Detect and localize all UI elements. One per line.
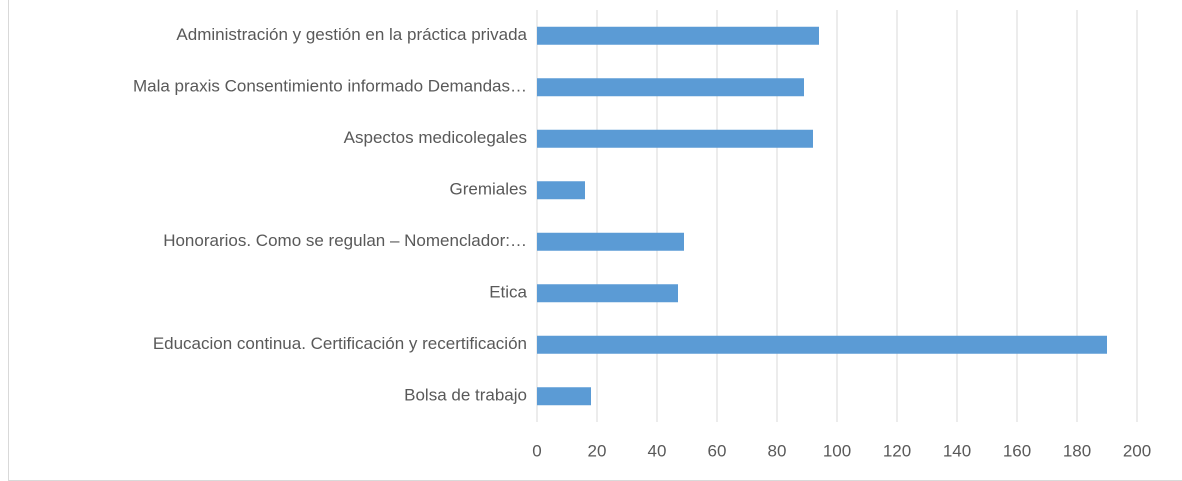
x-tick-label: 40	[648, 441, 667, 460]
x-tick-label: 0	[532, 441, 541, 460]
x-tick-label: 140	[943, 441, 971, 460]
x-tick-label: 120	[883, 441, 911, 460]
bar	[537, 129, 813, 148]
x-tick-label: 160	[1003, 441, 1031, 460]
x-tick-label: 20	[588, 441, 607, 460]
x-tick-label: 200	[1123, 441, 1151, 460]
y-tick-label: Honorarios. Como se regulan – Nomenclado…	[163, 231, 527, 250]
bar	[537, 181, 585, 200]
y-tick-label: Administración y gestión en la práctica …	[176, 25, 527, 44]
x-tick-label: 180	[1063, 441, 1091, 460]
bar	[537, 335, 1107, 354]
y-tick-label: Aspectos medicolegales	[344, 128, 527, 147]
bar	[537, 26, 819, 45]
y-tick-label: Gremiales	[450, 180, 527, 199]
bar	[537, 78, 804, 97]
x-tick-label: 100	[823, 441, 851, 460]
x-tick-label: 60	[708, 441, 727, 460]
bar	[537, 232, 684, 251]
bar	[537, 387, 591, 406]
x-tick-label: 80	[768, 441, 787, 460]
y-tick-label: Mala praxis Consentimiento informado Dem…	[133, 77, 527, 96]
y-tick-label: Etica	[489, 283, 527, 302]
bar	[537, 284, 678, 303]
y-tick-label: Educacion continua. Certificación y rece…	[153, 334, 527, 353]
y-tick-label: Bolsa de trabajo	[404, 386, 527, 405]
